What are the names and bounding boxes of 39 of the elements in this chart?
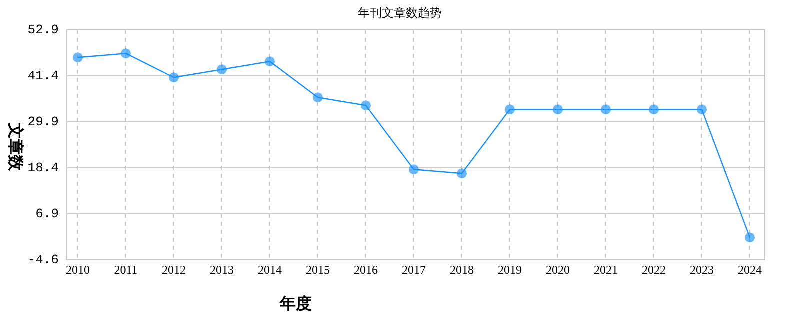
y-tick-label: 18.4 [28, 160, 60, 176]
x-tick-label: 2023 [690, 263, 714, 277]
y-tick-label: 6.9 [36, 206, 59, 222]
x-tick-label: 2017 [402, 263, 426, 277]
x-tick-label: 2020 [546, 263, 570, 277]
point [649, 104, 659, 115]
x-tick-label: 2019 [498, 263, 522, 277]
x-tick-label: 2022 [642, 263, 666, 277]
point [457, 168, 467, 179]
x-tick-label: 2011 [114, 263, 138, 277]
x-tick-label: 2016 [354, 263, 378, 277]
point [553, 104, 563, 115]
point [409, 164, 419, 175]
y-tick-label: 52.9 [28, 22, 59, 38]
point [505, 104, 515, 115]
point [217, 64, 227, 75]
y-tick-label: 29.9 [28, 114, 59, 130]
chart-title: 年刊文章数趋势 [358, 6, 442, 20]
y-tick-label: 41.4 [28, 68, 60, 84]
x-tick-label: 2015 [306, 263, 330, 277]
x-tick-label: 2010 [66, 263, 90, 277]
point [361, 100, 371, 111]
x-tick-label: 2024 [738, 263, 762, 277]
x-tick-label: 2018 [450, 263, 474, 277]
x-axis-title: 年度 [279, 294, 312, 313]
x-tick-label: 2014 [258, 263, 282, 277]
point [745, 232, 755, 243]
point [121, 48, 131, 59]
point [697, 104, 707, 115]
x-tick-label: 2013 [210, 263, 234, 277]
point [313, 92, 323, 103]
point [601, 104, 611, 115]
x-tick-label: 2021 [594, 263, 618, 277]
point [265, 56, 275, 67]
x-tick-label: 2012 [162, 263, 186, 277]
point [169, 72, 179, 83]
point [73, 52, 83, 63]
y-axis-title: 文章数 [6, 122, 24, 172]
y-tick-label: -4.6 [28, 252, 59, 268]
